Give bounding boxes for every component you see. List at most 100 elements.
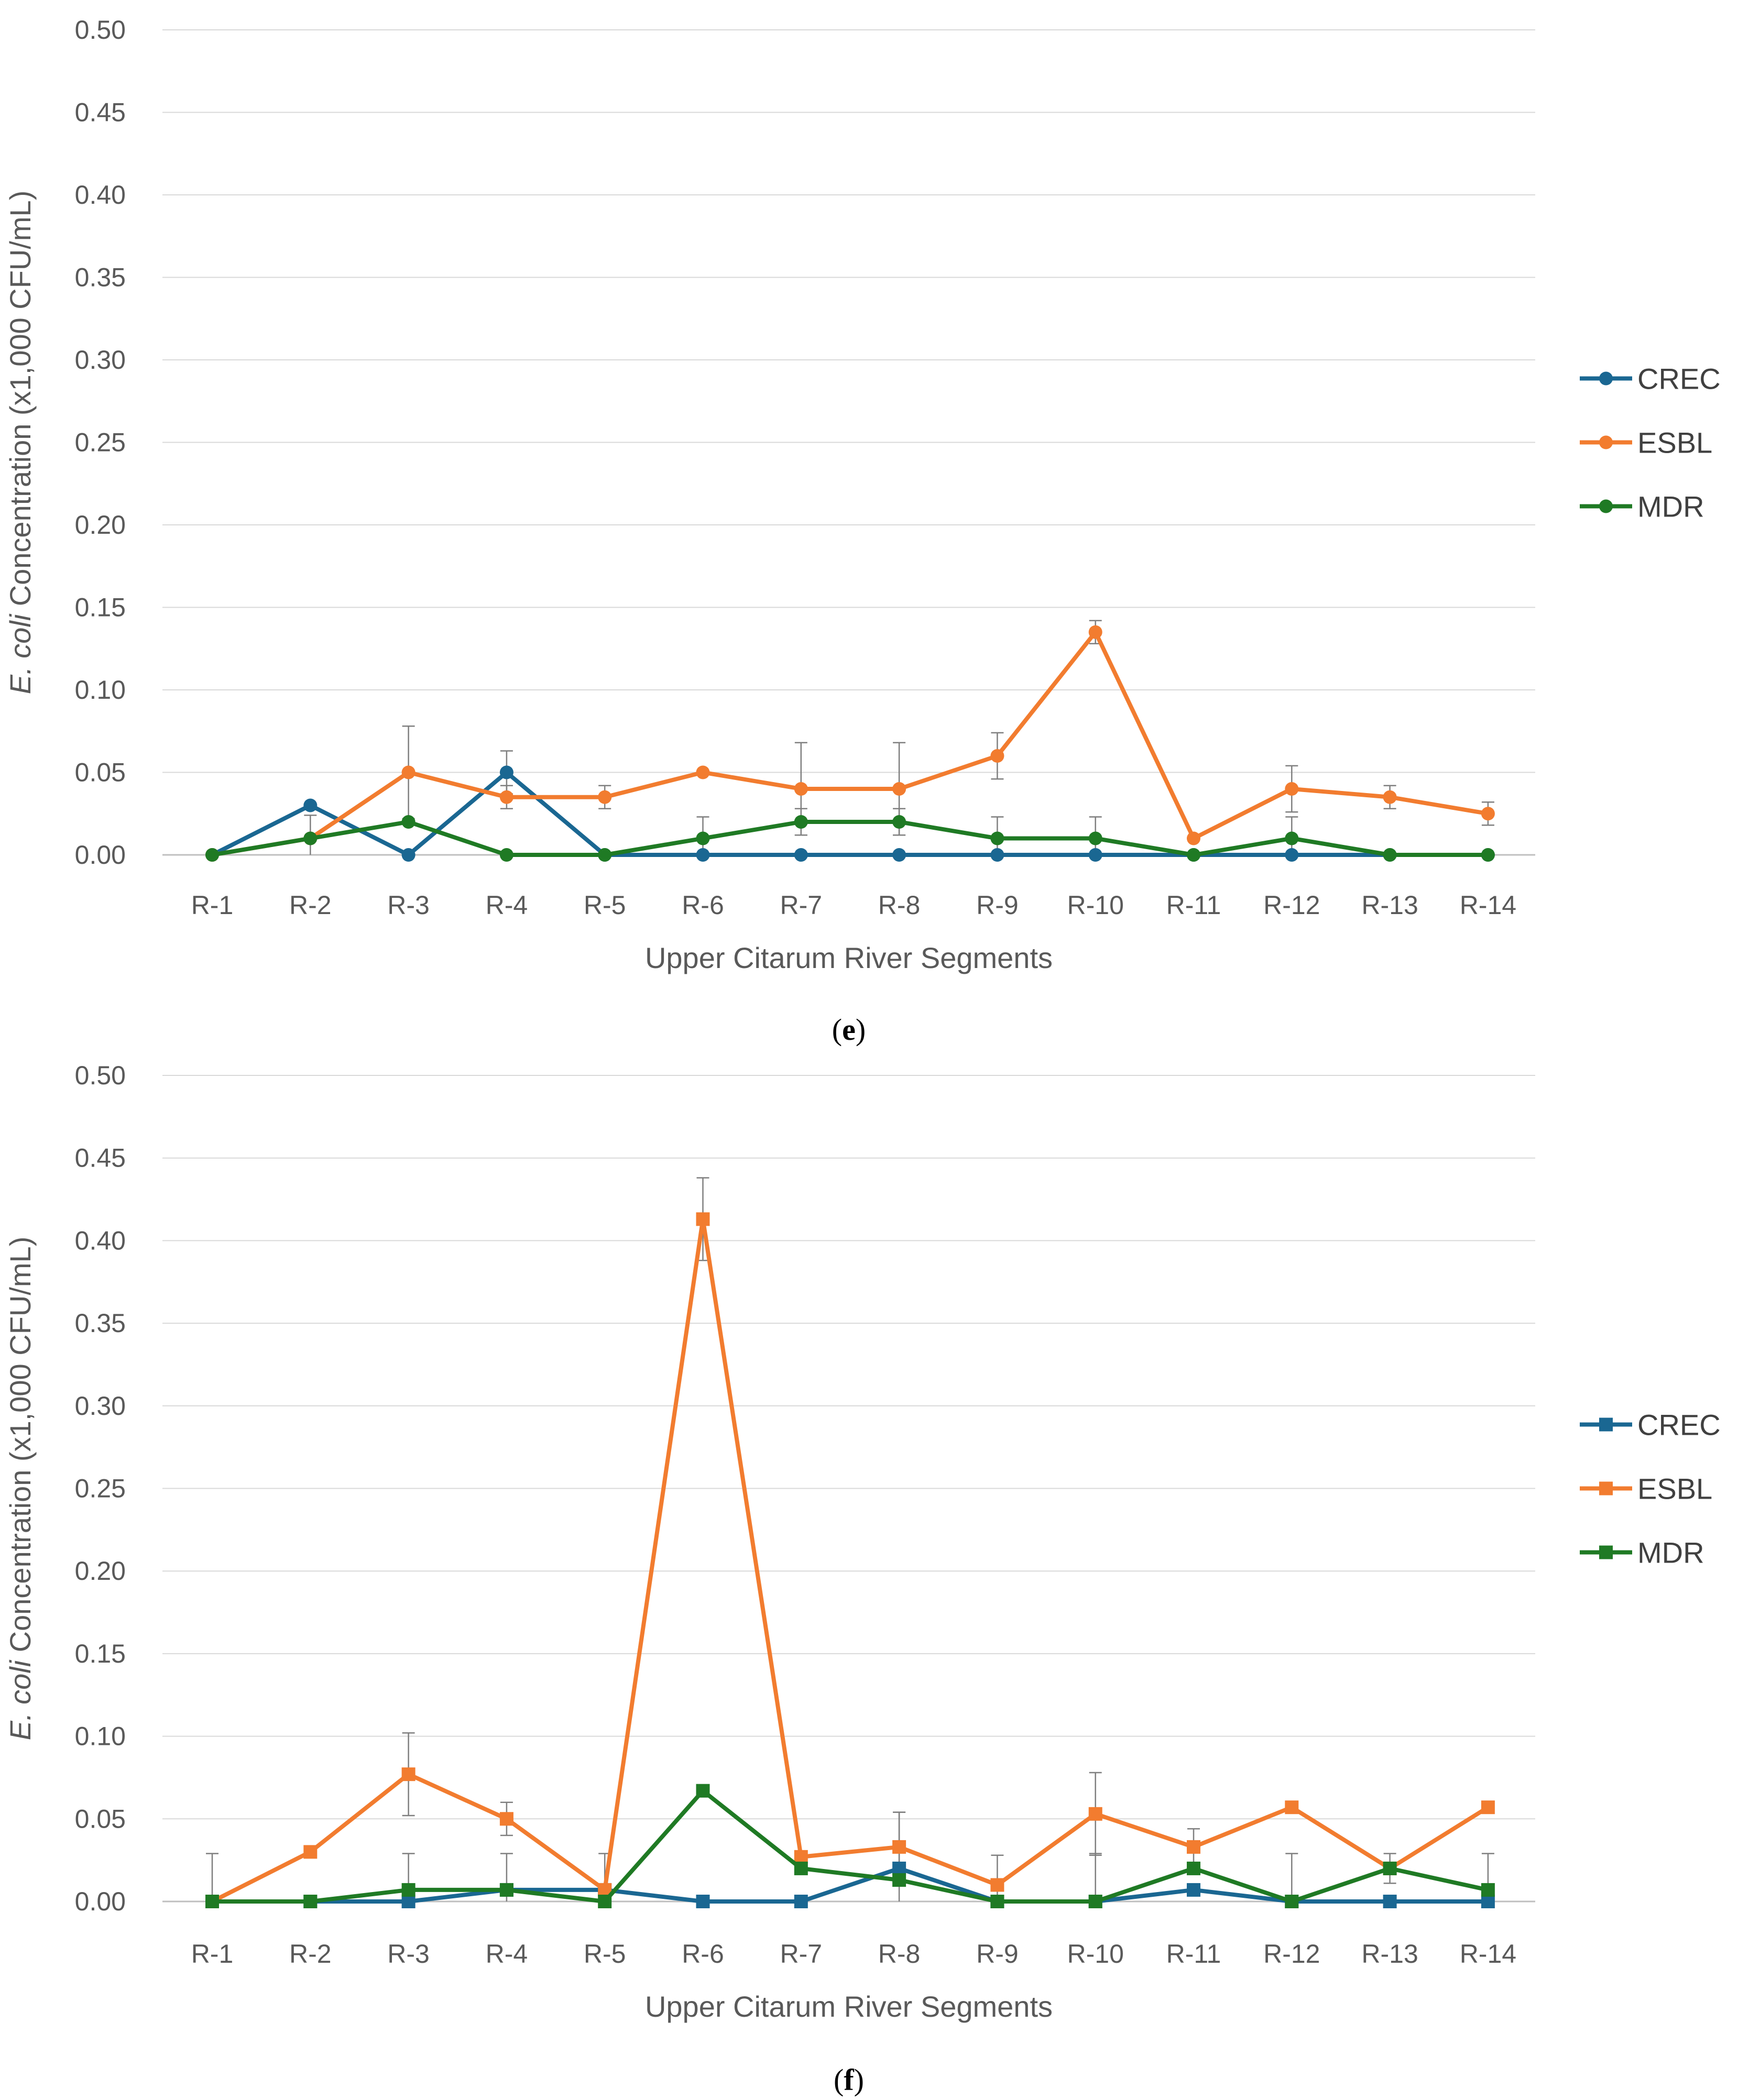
y-tick-label: 0.25 xyxy=(75,428,126,457)
data-point xyxy=(1187,1861,1200,1875)
data-point xyxy=(892,1840,906,1854)
x-tick-label: R-3 xyxy=(387,890,430,920)
series-line-mdr xyxy=(212,1788,1489,1904)
x-tick-label: R-8 xyxy=(878,1939,921,1969)
data-point xyxy=(794,1861,808,1875)
data-point xyxy=(598,790,612,804)
data-point xyxy=(696,765,710,779)
y-tick-label: 0.30 xyxy=(75,345,126,375)
data-point xyxy=(1187,1883,1200,1897)
series-line-mdr xyxy=(212,820,1488,857)
data-point xyxy=(499,1812,513,1826)
x-tick-label: R-7 xyxy=(780,1939,823,1969)
legend-label: ESBL xyxy=(1637,1472,1712,1505)
x-tick-label: R-4 xyxy=(486,1939,528,1969)
legend-item-esbl: ESBL xyxy=(1580,1472,1712,1505)
data-point xyxy=(696,1784,710,1798)
data-point xyxy=(892,1861,906,1875)
data-point xyxy=(303,1895,318,1908)
x-tick-label: R-12 xyxy=(1263,1939,1320,1969)
data-point xyxy=(892,782,906,796)
x-tick-label: R-12 xyxy=(1263,890,1320,920)
series-mdr xyxy=(205,1784,1495,1908)
y-axis-title-rest: Concentration (x1,000 CFU/mL) xyxy=(4,1237,37,1661)
x-tick-label: R-6 xyxy=(682,890,724,920)
legend-item-crec: CREC xyxy=(1580,362,1721,395)
legend-item-crec: CREC xyxy=(1580,1409,1721,1442)
y-axis-title-italic: E. coli xyxy=(4,1659,37,1740)
data-point xyxy=(892,1873,906,1887)
y-tick-label: 0.10 xyxy=(75,1722,126,1751)
x-tick-label: R-1 xyxy=(191,890,234,920)
data-point xyxy=(499,1883,513,1897)
data-point xyxy=(1088,1807,1102,1821)
y-tick-label: 0.00 xyxy=(75,840,126,870)
data-point xyxy=(401,765,416,779)
data-point xyxy=(1088,625,1102,639)
panel-label: (e) xyxy=(832,1013,866,1047)
legend-item-mdr: MDR xyxy=(1580,490,1704,523)
x-tick-label: R-4 xyxy=(486,890,528,920)
series-line-esbl xyxy=(211,1217,1490,1904)
data-point xyxy=(1088,1895,1102,1908)
data-point xyxy=(205,848,219,862)
data-point xyxy=(1383,848,1397,862)
x-tick-label: R-13 xyxy=(1361,1939,1418,1969)
data-point xyxy=(499,848,513,862)
data-point xyxy=(696,1895,710,1908)
panel-label-close: ) xyxy=(856,1013,866,1047)
data-point xyxy=(892,848,906,862)
data-point xyxy=(990,1895,1004,1908)
chart-panel-f: 0.00 0.05 0.10 0.15 0.20 0.25 0.30 0.35 0.40 0.45… xyxy=(4,1061,1721,2097)
legend-swatch-marker xyxy=(1599,1481,1613,1496)
x-tick-label: R-10 xyxy=(1067,890,1124,920)
y-tick-label: 0.00 xyxy=(75,1887,126,1916)
x-tick-label: R-14 xyxy=(1460,1939,1516,1969)
data-point xyxy=(1383,1861,1397,1875)
x-tick-label: R-2 xyxy=(289,890,332,920)
data-point xyxy=(303,1845,318,1859)
data-point xyxy=(1187,831,1200,845)
legend-swatch-marker xyxy=(1599,1545,1613,1559)
data-point xyxy=(1481,848,1495,862)
legend-label: MDR xyxy=(1637,1536,1704,1569)
data-point xyxy=(1088,848,1102,862)
data-point xyxy=(1187,1840,1200,1854)
x-axis-title: Upper Citarum River Segments xyxy=(645,941,1053,974)
x-tick-label: R-6 xyxy=(682,1939,724,1969)
x-tick-label: R-9 xyxy=(976,1939,1019,1969)
data-point xyxy=(892,815,906,829)
legend-swatch-marker xyxy=(1599,1417,1613,1432)
y-tick-label: 0.40 xyxy=(75,180,126,210)
data-point xyxy=(696,831,710,845)
data-point xyxy=(794,1850,808,1864)
data-point xyxy=(1383,790,1397,804)
x-tick-label: R-2 xyxy=(289,1939,332,1969)
data-point xyxy=(1481,1800,1495,1815)
data-point xyxy=(1285,831,1299,845)
data-point xyxy=(1088,831,1102,845)
series-line-crec xyxy=(212,1866,1488,1904)
y-tick-label: 0.35 xyxy=(75,263,126,292)
panel-label-open: ( xyxy=(834,2063,844,2097)
x-tick-label: R-8 xyxy=(878,890,921,920)
data-point xyxy=(401,1883,416,1897)
x-tick-label: R-5 xyxy=(584,1939,626,1969)
x-tick-label: R-1 xyxy=(191,1939,234,1969)
y-tick-label: 0.45 xyxy=(75,1144,126,1173)
legend-item-esbl: ESBL xyxy=(1580,426,1712,459)
legend: CREC ESBL MDR xyxy=(1580,362,1721,523)
y-tick-label: 0.20 xyxy=(75,1556,126,1586)
data-point xyxy=(401,815,416,829)
error-bar xyxy=(206,1853,218,1901)
x-tick-label: R-5 xyxy=(584,890,626,920)
data-point xyxy=(499,790,513,804)
data-point xyxy=(401,848,416,862)
legend: CREC ESBL MDR xyxy=(1580,1409,1721,1569)
data-point xyxy=(1187,848,1200,862)
data-point xyxy=(794,848,808,862)
series-line-crec xyxy=(211,770,1488,857)
series-esbl xyxy=(205,625,1495,862)
data-point xyxy=(1383,1895,1397,1908)
